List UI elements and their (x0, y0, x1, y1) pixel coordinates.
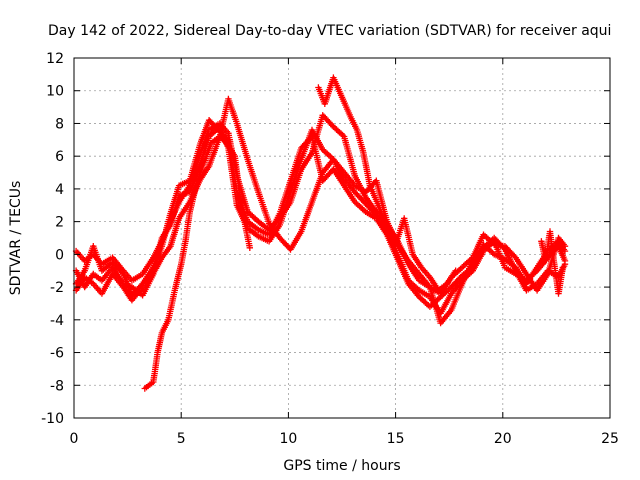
y-tick-label: 2 (55, 215, 64, 231)
series-markers (538, 228, 567, 297)
series-markers (141, 133, 254, 392)
x-tick-label: 15 (387, 431, 405, 447)
series-markers (72, 112, 569, 297)
y-tick-label: -2 (50, 280, 64, 296)
y-tick-label: -4 (50, 313, 64, 329)
x-tick-label: 0 (70, 431, 79, 447)
x-tick-label: 5 (177, 431, 186, 447)
plot-frame (73, 57, 611, 419)
y-axis-label: SDTVAR / TECUs (8, 181, 24, 296)
y-tick-label: 12 (46, 51, 64, 67)
y-tick-label: -8 (50, 378, 64, 394)
ticks: 0 5 10 15 20 25 -10 -8 -6 -4 -2 0 2 4 6 8 10 12 (41, 51, 619, 447)
series-markers (72, 123, 569, 317)
y-tick-label: 0 (55, 247, 64, 263)
x-tick-label: 10 (279, 431, 297, 447)
y-tick-label: -10 (41, 411, 64, 427)
y-tick-label: -6 (50, 346, 64, 362)
series-trace-2 (72, 123, 569, 317)
series-trace-6 (315, 74, 459, 294)
grid (74, 58, 610, 418)
series-trace-3 (72, 112, 569, 297)
series-markers (315, 74, 459, 294)
x-axis-label: GPS time / hours (283, 458, 400, 474)
y-tick-label: 4 (55, 182, 64, 198)
x-tick-label: 25 (601, 431, 619, 447)
series-trace-7 (538, 228, 567, 297)
y-tick-label: 8 (55, 116, 64, 132)
y-tick-label: 6 (55, 149, 64, 165)
x-tick-label: 20 (494, 431, 512, 447)
series-trace-5 (141, 133, 254, 392)
chart-title: Day 142 of 2022, Sidereal Day-to-day VTE… (48, 23, 611, 39)
y-tick-label: 10 (46, 84, 64, 100)
data-layer (72, 74, 569, 392)
